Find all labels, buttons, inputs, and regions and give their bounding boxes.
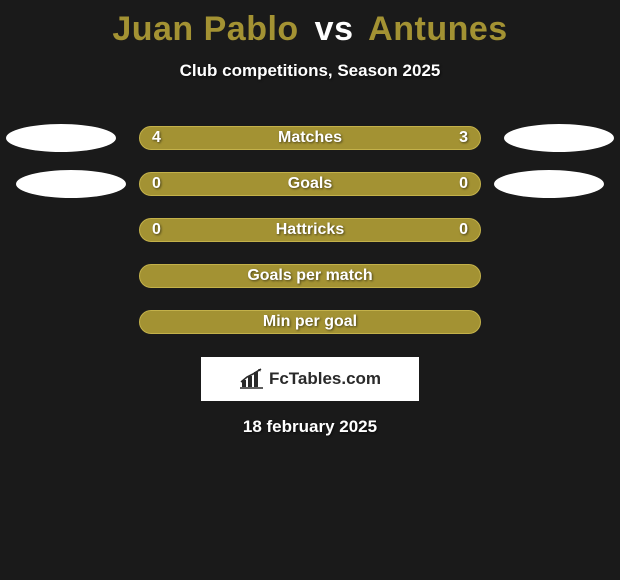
stat-bar: 0 Goals 0 [139, 172, 481, 196]
stat-bar: Goals per match [139, 264, 481, 288]
stat-bar: 0 Hattricks 0 [139, 218, 481, 242]
player2-value: 3 [459, 129, 468, 147]
stat-label: Goals [288, 175, 332, 193]
stat-label: Min per goal [263, 313, 357, 331]
player2-value: 0 [459, 175, 468, 193]
date-text: 18 february 2025 [0, 417, 620, 437]
subtitle: Club competitions, Season 2025 [0, 61, 620, 81]
player2-value: 0 [459, 221, 468, 239]
comparison-card: Juan Pablo vs Antunes Club competitions,… [0, 0, 620, 580]
chart-icon [239, 368, 265, 390]
player1-marker [6, 124, 116, 152]
stat-bar: Min per goal [139, 310, 481, 334]
stat-rows: 4 Matches 3 0 Goals 0 0 Hattricks 0 Goals per mat… [0, 115, 620, 345]
stat-label: Goals per match [247, 267, 372, 285]
player1-value: 4 [152, 129, 161, 147]
vs-text: vs [315, 10, 354, 48]
player1-marker [16, 170, 126, 198]
player1-value: 0 [152, 175, 161, 193]
player1-name: Juan Pablo [112, 10, 298, 48]
stat-row: Min per goal [0, 299, 620, 345]
stat-row: 0 Goals 0 [0, 161, 620, 207]
stat-bar: 4 Matches 3 [139, 126, 481, 150]
stat-row: 4 Matches 3 [0, 115, 620, 161]
player2-marker [504, 124, 614, 152]
stat-label: Hattricks [276, 221, 344, 239]
player1-value: 0 [152, 221, 161, 239]
brand-badge: FcTables.com [201, 357, 419, 401]
player2-name: Antunes [368, 10, 508, 48]
stat-row: 0 Hattricks 0 [0, 207, 620, 253]
stat-label: Matches [278, 129, 342, 147]
stat-row: Goals per match [0, 253, 620, 299]
player2-marker [494, 170, 604, 198]
brand-text: FcTables.com [269, 369, 381, 389]
page-title: Juan Pablo vs Antunes [0, 0, 620, 49]
